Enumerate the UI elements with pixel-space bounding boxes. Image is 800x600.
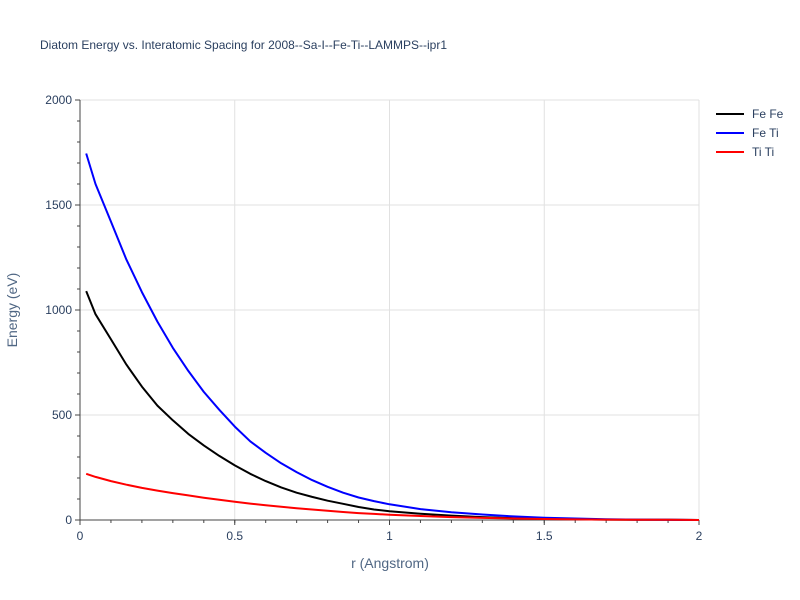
y-tick-label: 500 [52, 408, 72, 422]
legend-label-ti-ti: Ti Ti [752, 144, 775, 159]
y-tick-label: 2000 [45, 93, 72, 107]
series-line-ti-ti [85, 472, 700, 521]
series-line-fe-fe [85, 290, 700, 521]
legend-swatch-fe-ti [716, 131, 744, 134]
legend: Fe Fe Fe Ti Ti Ti [716, 104, 783, 161]
y-axis-title: Energy (eV) [4, 272, 20, 348]
x-tick-label: 0.5 [226, 529, 243, 543]
legend-item-fe-fe[interactable]: Fe Fe [716, 104, 783, 123]
series-line-fe-ti [85, 153, 700, 521]
legend-swatch-ti-ti [716, 150, 744, 153]
chart-title: Diatom Energy vs. Interatomic Spacing fo… [40, 38, 448, 52]
legend-swatch-fe-fe [716, 112, 744, 115]
x-tick-label: 1.5 [536, 529, 553, 543]
x-axis-title: r (Angstrom) [351, 555, 429, 571]
x-tick-label: 1 [386, 529, 393, 543]
legend-label-fe-ti: Fe Ti [752, 125, 779, 140]
x-tick-label: 0 [77, 529, 84, 543]
legend-item-ti-ti[interactable]: Ti Ti [716, 142, 783, 161]
y-tick-label: 1000 [45, 303, 72, 317]
legend-item-fe-ti[interactable]: Fe Ti [716, 123, 783, 142]
x-tick-label: 2 [696, 529, 703, 543]
y-tick-label: 0 [65, 513, 72, 527]
y-tick-label: 1500 [45, 198, 72, 212]
legend-label-fe-fe: Fe Fe [752, 106, 784, 121]
